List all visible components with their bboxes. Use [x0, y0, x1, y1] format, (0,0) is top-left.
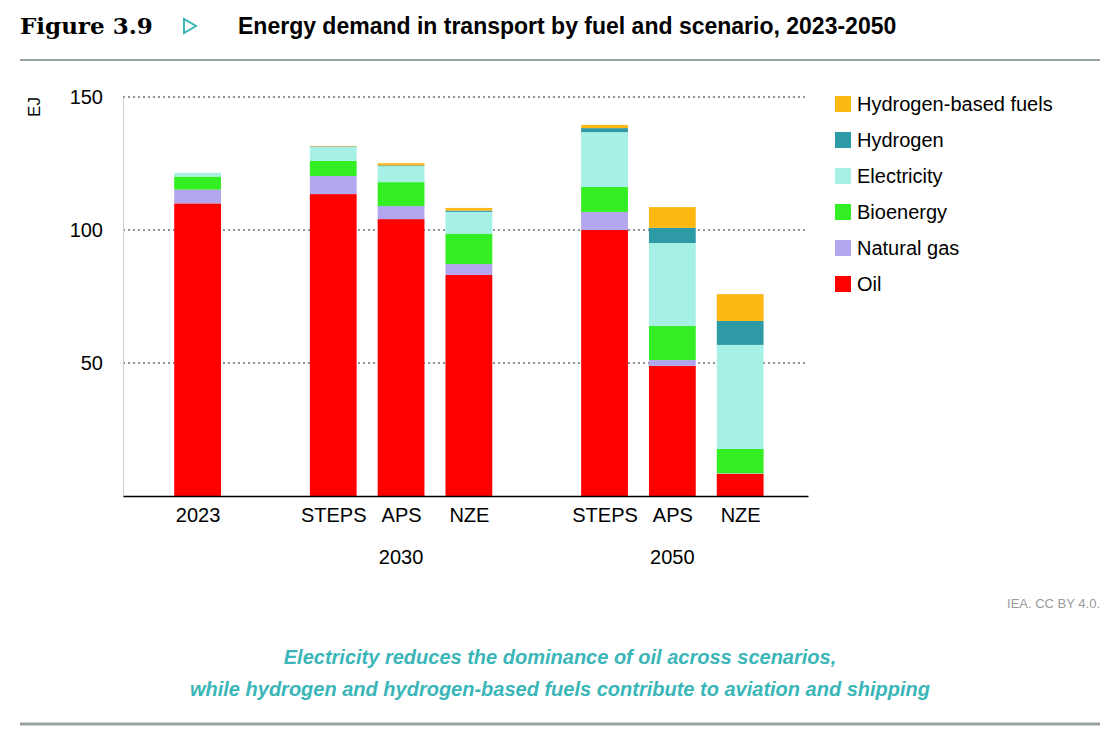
- x-tick-label: APS: [653, 504, 693, 526]
- x-tick: NZE: [449, 496, 489, 526]
- bar-segment: [378, 182, 425, 206]
- bar-segment: [174, 190, 221, 204]
- legend-label: Oil: [857, 273, 881, 295]
- x-tick: STEPS: [572, 496, 638, 526]
- bar-segment: [581, 132, 628, 187]
- x-axis-line: [124, 496, 809, 498]
- source: IEA. CC BY 4.0.: [1007, 596, 1100, 611]
- y-tick-label: 150: [70, 86, 103, 108]
- grid-line: [123, 96, 808, 98]
- y-tick: 150: [70, 86, 123, 108]
- bar-segment: [581, 230, 628, 496]
- bar-segment: [717, 449, 764, 473]
- bar-segment: [649, 366, 696, 496]
- y-tick-label: 100: [70, 219, 103, 241]
- bar-segment: [717, 345, 764, 449]
- bar-segment: [310, 161, 357, 176]
- bar-segment: [649, 228, 696, 243]
- legend-swatch: [835, 240, 851, 256]
- x-tick: STEPS: [301, 496, 367, 526]
- bar-segment: [581, 128, 628, 132]
- bar-segment: [378, 206, 425, 219]
- x-tick-label: STEPS: [301, 504, 367, 526]
- x-tick: NZE: [721, 496, 761, 526]
- bar-segment: [174, 203, 221, 496]
- footer-rule: [20, 723, 1100, 726]
- legend-swatch: [835, 96, 851, 112]
- bar-segment: [649, 207, 696, 228]
- bar-segment: [174, 177, 221, 190]
- x-tick: 2023: [176, 496, 221, 526]
- chart: Figure 3.9 Energy demand in transport by …: [0, 0, 1120, 736]
- legend-label: Hydrogen: [857, 129, 944, 151]
- title-arrow: [184, 19, 196, 33]
- legend-swatch: [835, 276, 851, 292]
- bar-segment: [581, 125, 628, 128]
- legend-label: Electricity: [857, 165, 943, 187]
- y-tick: 50: [81, 352, 123, 374]
- x-tick-label: STEPS: [572, 504, 638, 526]
- y-axis: 50 100 150: [70, 86, 124, 497]
- legend-item: Natural gas: [835, 237, 959, 259]
- figure-number: Figure 3.9: [20, 12, 153, 39]
- x-tick-label: 2023: [176, 504, 221, 526]
- bar-segment: [310, 147, 357, 161]
- bar-segment: [378, 163, 425, 165]
- x-tick-label: NZE: [721, 504, 761, 526]
- legend-item: Bioenergy: [835, 201, 947, 223]
- bar-segment: [445, 208, 492, 211]
- bar-segment: [310, 145, 357, 147]
- bar-segment: [649, 360, 696, 366]
- legend-label: Natural gas: [857, 237, 959, 259]
- bar-segment: [581, 187, 628, 212]
- legend-item: Electricity: [835, 165, 943, 187]
- legend-item: Oil: [835, 273, 881, 295]
- bar-segment: [445, 211, 492, 212]
- legend: Hydrogen-based fuels Hydrogen Electricity B…: [835, 93, 1053, 295]
- bars: [174, 125, 763, 496]
- title: Energy demand in transport by fuel and s…: [238, 13, 896, 39]
- x-tick-label: NZE: [449, 504, 489, 526]
- bar-segment: [378, 219, 425, 496]
- bar-segment: [174, 173, 221, 177]
- bar-segment: [445, 234, 492, 264]
- bar-segment: [445, 264, 492, 275]
- bar-segment: [445, 275, 492, 496]
- legend-swatch: [835, 204, 851, 220]
- y-axis-line: [123, 98, 124, 497]
- x-group-label: 2030: [379, 546, 424, 568]
- bar-segment: [717, 294, 764, 321]
- bar-segment: [717, 321, 764, 345]
- bar-segment: [174, 172, 221, 173]
- legend-item: Hydrogen-based fuels: [835, 93, 1053, 115]
- bar-segment: [174, 172, 221, 173]
- legend-swatch: [835, 168, 851, 184]
- y-tick-label: 50: [81, 352, 103, 374]
- bar-segment: [310, 176, 357, 194]
- legend-label: Hydrogen-based fuels: [857, 93, 1053, 115]
- bar-segment: [717, 474, 764, 496]
- x-tick-label: APS: [382, 504, 422, 526]
- bar-segment: [445, 212, 492, 234]
- x-axis: 2023 STEPS APS NZE STEPS APS NZE: [124, 496, 809, 526]
- bar-segment: [649, 243, 696, 326]
- bar-segment: [649, 326, 696, 360]
- legend-swatch: [835, 132, 851, 148]
- y-tick: 100: [70, 219, 123, 241]
- bar-segment: [378, 166, 425, 182]
- x-tick: APS: [382, 496, 422, 526]
- header-rule: [20, 59, 1100, 61]
- legend-label: Bioenergy: [857, 201, 947, 223]
- y-axis-title: EJ: [25, 97, 44, 117]
- bar-segment: [310, 194, 357, 496]
- caption: while hydrogen and hydrogen-based fuels …: [190, 678, 930, 700]
- x-group-label: 2050: [650, 546, 695, 568]
- bar-segment: [310, 146, 357, 148]
- x-tick: APS: [653, 496, 693, 526]
- bar-segment: [581, 212, 628, 230]
- legend-item: Hydrogen: [835, 129, 944, 151]
- caption: Electricity reduces the dominance of oil…: [284, 646, 836, 668]
